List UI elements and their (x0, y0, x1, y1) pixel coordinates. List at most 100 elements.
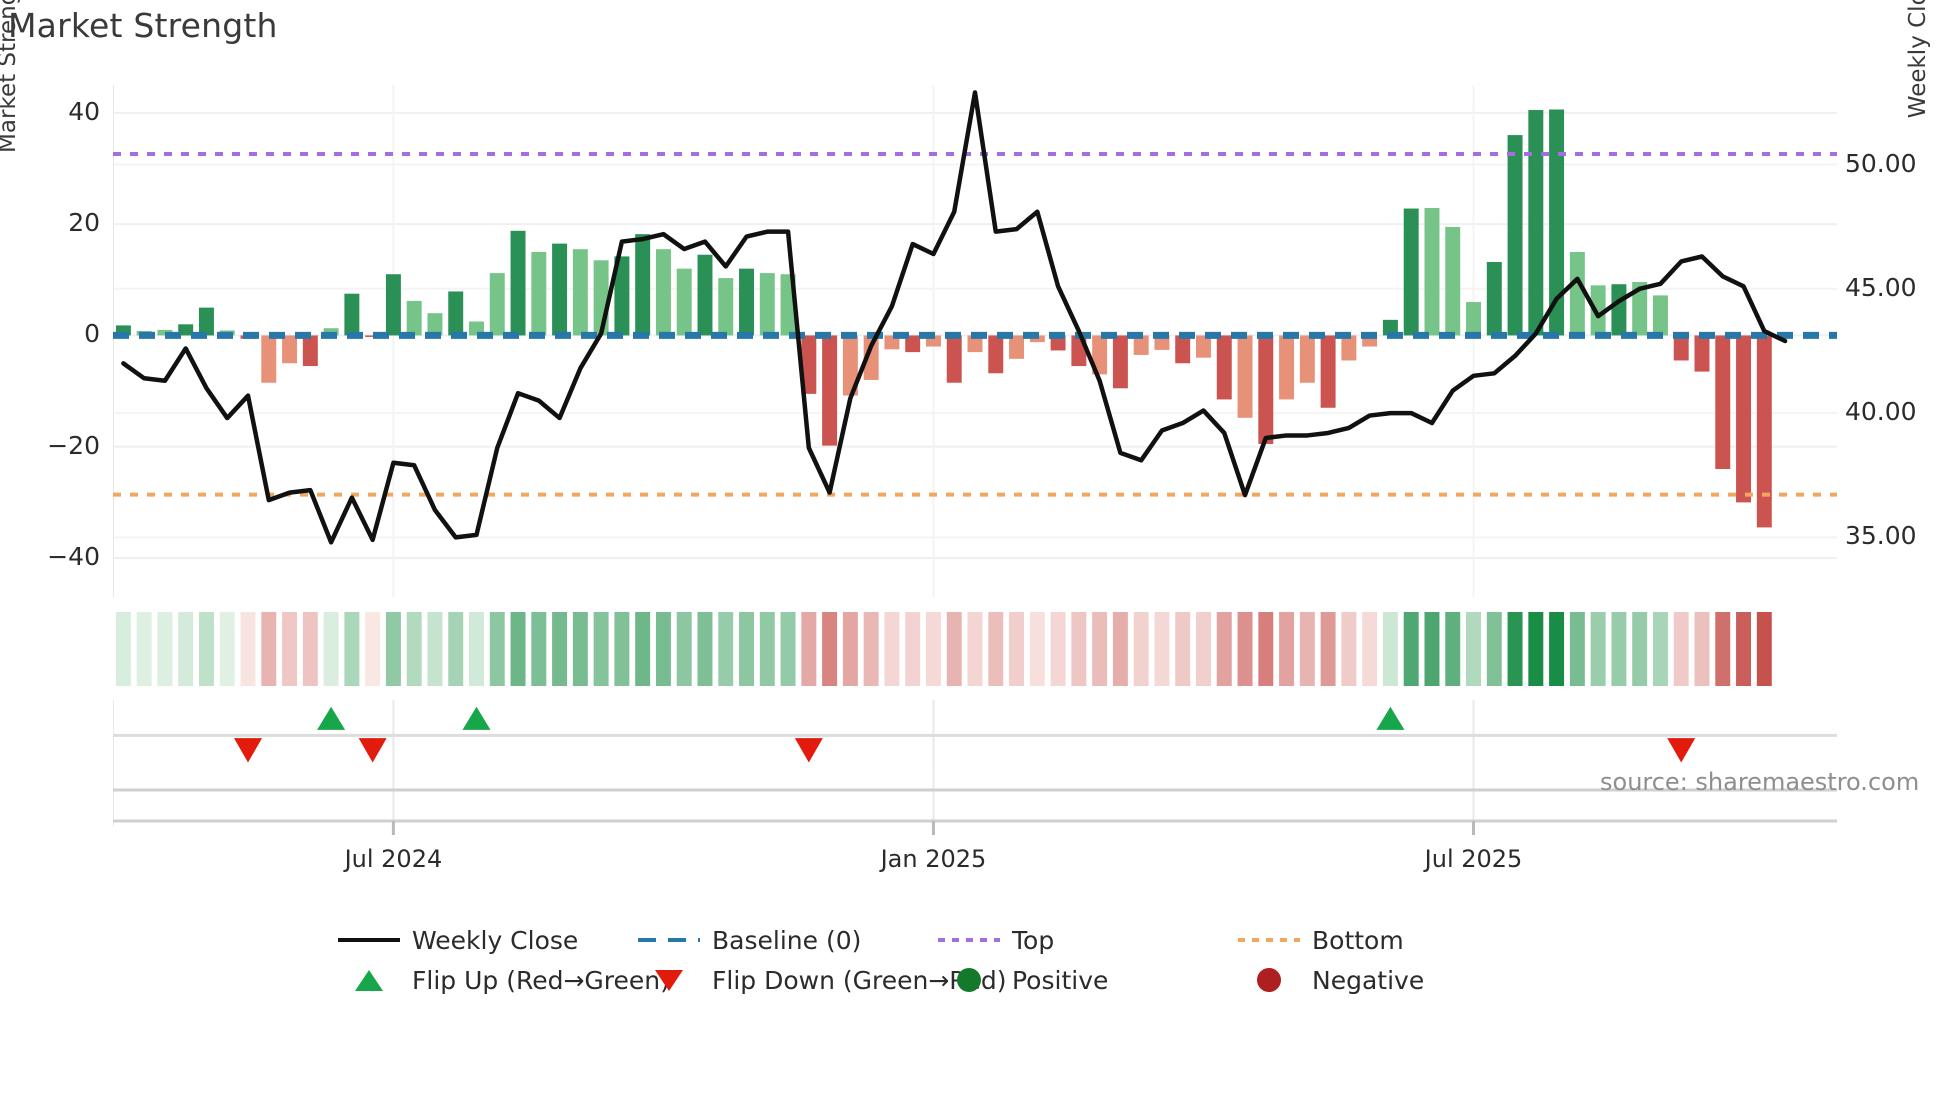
x-axis-rule-wrap (113, 813, 1837, 883)
flip-down-marker (234, 738, 263, 763)
heatmap-cell (1424, 612, 1440, 686)
heatmap-cell (1756, 612, 1772, 686)
line-dotted-icon (930, 930, 1008, 950)
bar (1216, 335, 1232, 400)
heatmap-cell (261, 612, 277, 686)
legend-label: Negative (1312, 965, 1425, 995)
bar (863, 335, 879, 380)
flip-down-marker (794, 738, 823, 763)
legend-item-baseline[interactable]: Baseline (0) (630, 920, 930, 960)
heatmap-cell (1466, 612, 1481, 686)
heatmap-cell (988, 612, 1004, 686)
bar (905, 335, 921, 353)
y-tick-right: 35.00 (1845, 521, 1917, 551)
heatmap-cell (842, 612, 858, 686)
heatmap-cell (884, 612, 900, 686)
bar (676, 268, 692, 336)
heatmap-cell (635, 612, 651, 686)
heatmap-cell (115, 612, 131, 686)
heatmap-cell (406, 612, 422, 686)
bar (1320, 335, 1336, 408)
bar (739, 268, 754, 336)
heatmap-cell (510, 612, 526, 686)
legend-label: Flip Up (Red→Green) (412, 965, 670, 995)
heatmap-cell (1694, 612, 1710, 686)
heatmap-cell (739, 612, 754, 686)
legend-item-weekly-close[interactable]: Weekly Close (330, 920, 630, 960)
heatmap-cell (448, 612, 464, 686)
heatmap-cell (1175, 612, 1191, 686)
flip-up-marker (317, 706, 346, 730)
legend-item-bottom[interactable]: Bottom (1230, 920, 1490, 960)
circle-icon (930, 965, 1008, 995)
bar (448, 291, 464, 336)
heatmap-cell (178, 612, 194, 686)
y-axis-right-ticks: 50.00 45.00 40.00 35.00 (1845, 0, 1955, 700)
bar (1611, 284, 1627, 336)
heatmap-cell (759, 612, 775, 686)
flip-down-marker (1667, 738, 1696, 763)
heatmap-cell (427, 612, 443, 686)
x-tick-label: Jan 2025 (880, 845, 987, 873)
heatmap-cell (925, 612, 941, 686)
y-tick-right: 50.00 (1845, 148, 1917, 178)
bar (1112, 335, 1128, 389)
heatmap-cell (1652, 612, 1668, 686)
bar (925, 335, 941, 347)
heatmap-cell (385, 612, 401, 686)
bar (1569, 251, 1585, 336)
bar (282, 335, 298, 364)
bar (635, 234, 651, 336)
bar (1507, 135, 1523, 336)
heatmap-cell (1133, 612, 1149, 686)
bar (1133, 335, 1149, 355)
legend-item-top[interactable]: Top (930, 920, 1230, 960)
y-tick-left: 20 (68, 208, 100, 238)
bar (1590, 285, 1606, 336)
bar (406, 300, 422, 336)
heatmap-cell (697, 612, 713, 686)
chart-legend: Weekly Close Baseline (0) Top Bottom (330, 920, 1690, 1000)
legend-item-positive[interactable]: Positive (930, 960, 1230, 1000)
source-note: source: sharemaestro.com (1600, 768, 1920, 796)
flip-up-marker (462, 706, 491, 730)
flip-marker-lane (113, 700, 1837, 768)
y-tick-left: 40 (68, 96, 100, 126)
bar (1445, 226, 1461, 336)
bar (198, 307, 214, 336)
bar (946, 335, 962, 383)
plot-canvas (113, 85, 1837, 597)
bar (1341, 335, 1357, 361)
legend-item-flip-up[interactable]: Flip Up (Red→Green) (330, 960, 670, 1000)
heatmap-cell (1237, 612, 1253, 686)
bar (1299, 335, 1315, 383)
legend-item-negative[interactable]: Negative (1230, 960, 1490, 1000)
bar (385, 274, 401, 336)
heatmap-cell (1362, 612, 1378, 686)
heatmap-cell (946, 612, 962, 686)
heatmap-cell (1196, 612, 1211, 686)
bar (1279, 335, 1295, 400)
legend-item-flip-down[interactable]: Flip Down (Green→Red) (630, 960, 1007, 1000)
bar (1466, 302, 1481, 336)
weekly-close-line (121, 90, 1788, 545)
heatmap-cell (1216, 612, 1232, 686)
legend-label: Baseline (0) (712, 925, 862, 955)
bar (1424, 207, 1440, 336)
legend-row-2: Flip Up (Red→Green) Flip Down (Green→Red… (330, 960, 1690, 1000)
heatmap-cell (198, 612, 214, 686)
flip-up-marker (1376, 706, 1405, 730)
triangle-down-icon (630, 966, 708, 994)
bar (718, 278, 734, 336)
bar (157, 329, 173, 336)
heatmap-cell (1590, 612, 1606, 686)
bar (967, 335, 983, 353)
bar (1486, 261, 1502, 336)
line-solid-icon (330, 930, 408, 950)
heatmap-cell (531, 612, 547, 686)
heatmap-cell (863, 612, 879, 686)
heatmap-cell (801, 612, 817, 686)
bar (1756, 335, 1772, 528)
bar (1652, 295, 1668, 336)
heatmap-cell (282, 612, 298, 686)
